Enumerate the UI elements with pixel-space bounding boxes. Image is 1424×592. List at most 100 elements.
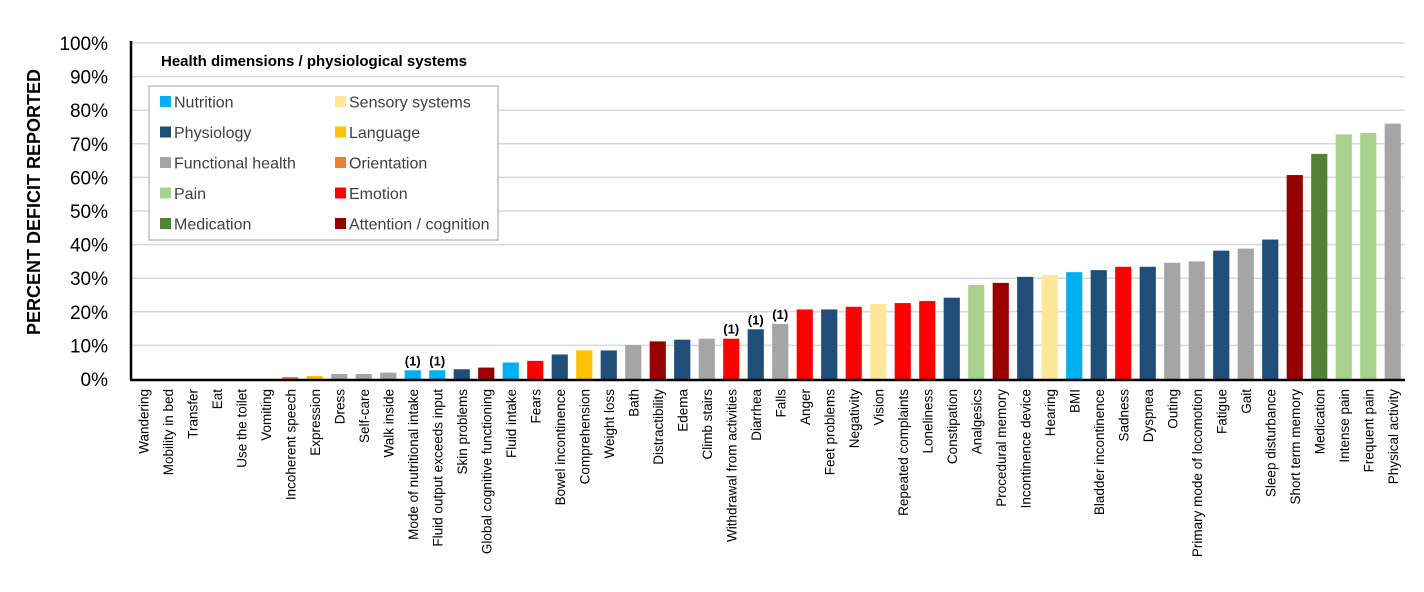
x-tick-label: Repeated complaints [896, 389, 911, 516]
bar-physical-activity [1384, 123, 1401, 379]
bar-annotations: (1) (1) (1) (1) (1) [405, 307, 788, 368]
x-tick-label: Short term memory [1288, 389, 1303, 505]
bar-repeated-complaints [894, 303, 911, 379]
legend-swatch [160, 96, 171, 107]
bar-fears [527, 360, 544, 379]
x-tick-label: Bowel incontinence [553, 389, 568, 505]
bar-bladder-incontinence [1090, 270, 1107, 379]
bar-bath [625, 345, 642, 379]
legend-swatch [160, 126, 171, 138]
y-tick-label: 100% [59, 34, 108, 55]
x-tick-label: Walk inside [381, 389, 396, 458]
bar-climb-stairs [698, 338, 715, 379]
bar-sadness [1115, 266, 1132, 379]
x-tick-label: Withdrawal from activities [724, 389, 739, 542]
bar-constipation [943, 297, 960, 379]
x-tick-label: Dyspnea [1141, 389, 1156, 443]
x-tick-label: Self-care [357, 389, 372, 443]
legend-swatch [335, 96, 346, 107]
bar-hearing [1041, 274, 1058, 379]
legend-label: Orientation [349, 156, 427, 173]
y-tick-label: 30% [70, 269, 108, 290]
bar-frequent-pain [1360, 133, 1377, 379]
bar-weight-loss [600, 350, 617, 379]
bar-withdrawal-from-activities [723, 338, 740, 379]
x-tick-label: Edema [675, 389, 690, 432]
bar-falls [772, 323, 789, 379]
x-tick-label: Negativity [847, 389, 862, 449]
legend-label: Language [349, 125, 420, 142]
legend-label: Nutrition [174, 95, 234, 112]
x-tick-label: Sleep disturbance [1263, 389, 1278, 497]
x-tick-label: Global cognitive functioning [479, 389, 494, 554]
bar-global-cognitive-functioning [478, 367, 495, 379]
x-tick-label: Medication [1312, 389, 1327, 454]
x-tick-label: Loneliness [920, 389, 935, 454]
x-tick-label: Gait [1239, 389, 1254, 414]
bar-self-care [355, 373, 372, 379]
bar-expression [306, 375, 323, 379]
y-tick-label: 70% [70, 135, 108, 156]
legend-box [148, 85, 499, 241]
y-tick-label: 20% [70, 303, 108, 324]
bar-medication [1311, 153, 1328, 379]
bars [282, 123, 1401, 379]
bar-procedural-memory [992, 282, 1009, 379]
bar-fatigue [1213, 250, 1230, 379]
y-axis-ticks: 0% 10% 20% 30% 40% 50% 60% 70% 80% 90% 100% [59, 34, 108, 391]
x-tick-label: Outing [1165, 389, 1180, 429]
x-tick-label: Incontinence device [1018, 389, 1033, 508]
y-tick-label: 40% [70, 236, 108, 257]
legend-swatch [160, 218, 171, 229]
x-tick-label: Wandering [136, 389, 151, 454]
bar-outing [1164, 262, 1181, 379]
x-tick-label: Hearing [1043, 389, 1058, 436]
bar-negativity [845, 306, 862, 379]
bar-annotation: (1) [723, 322, 739, 337]
bar-anger [796, 309, 813, 379]
x-tick-label: Bladder incontinence [1092, 389, 1107, 515]
y-tick-label: 50% [70, 202, 108, 223]
bar-feet-problems [821, 309, 838, 379]
x-tick-label: Physical activity [1386, 389, 1401, 485]
x-tick-label: BMI [1067, 389, 1082, 413]
y-tick-label: 10% [70, 336, 108, 357]
bar-distractibility [649, 341, 666, 379]
legend-title: Health dimensions / physiological system… [161, 53, 467, 70]
x-tick-label: Bath [626, 389, 641, 417]
legend-label: Emotion [349, 186, 408, 203]
bar-walk-inside [380, 372, 397, 379]
bar-sleep-disturbance [1262, 239, 1279, 379]
bar-bowel-incontinence [551, 354, 568, 379]
bar-intense-pain [1335, 134, 1352, 379]
x-tick-label: Sadness [1116, 389, 1131, 442]
x-tick-label: Vomiting [259, 389, 274, 441]
x-tick-label: Mode of nutritional intake [406, 389, 421, 540]
x-tick-label: Comprehension [577, 389, 592, 484]
x-tick-label: Skin problems [455, 389, 470, 475]
x-tick-label: Expression [308, 389, 323, 456]
x-tick-label: Vision [871, 389, 886, 426]
x-tick-label: Feet problems [822, 389, 837, 476]
bar-annotation: (1) [405, 353, 421, 368]
legend: Health dimensions / physiological system… [148, 53, 499, 241]
x-tick-label: Transfer [185, 388, 200, 438]
x-tick-label: Primary mode of locomotion [1190, 389, 1205, 557]
bar-bmi [1066, 272, 1083, 379]
bar-skin-problems [453, 369, 470, 379]
legend-label: Physiology [174, 125, 251, 142]
legend-swatch [335, 187, 346, 199]
x-tick-label: Intense pain [1337, 389, 1352, 463]
x-tick-label: Diarrhea [749, 389, 764, 441]
y-tick-label: 90% [70, 68, 108, 89]
x-tick-label: Eat [210, 389, 225, 410]
bar-incoherent-speech [282, 376, 299, 379]
legend-swatch [335, 218, 346, 229]
x-tick-label: Incoherent speech [283, 389, 298, 500]
bar-dress [331, 373, 348, 379]
bar-incontinence-device [1017, 276, 1034, 379]
legend-entries: Nutrition Physiology Functional health Pain… [160, 95, 490, 234]
legend-swatch [160, 187, 171, 199]
legend-label: Functional health [174, 156, 296, 173]
bar-dyspnea [1139, 266, 1156, 379]
